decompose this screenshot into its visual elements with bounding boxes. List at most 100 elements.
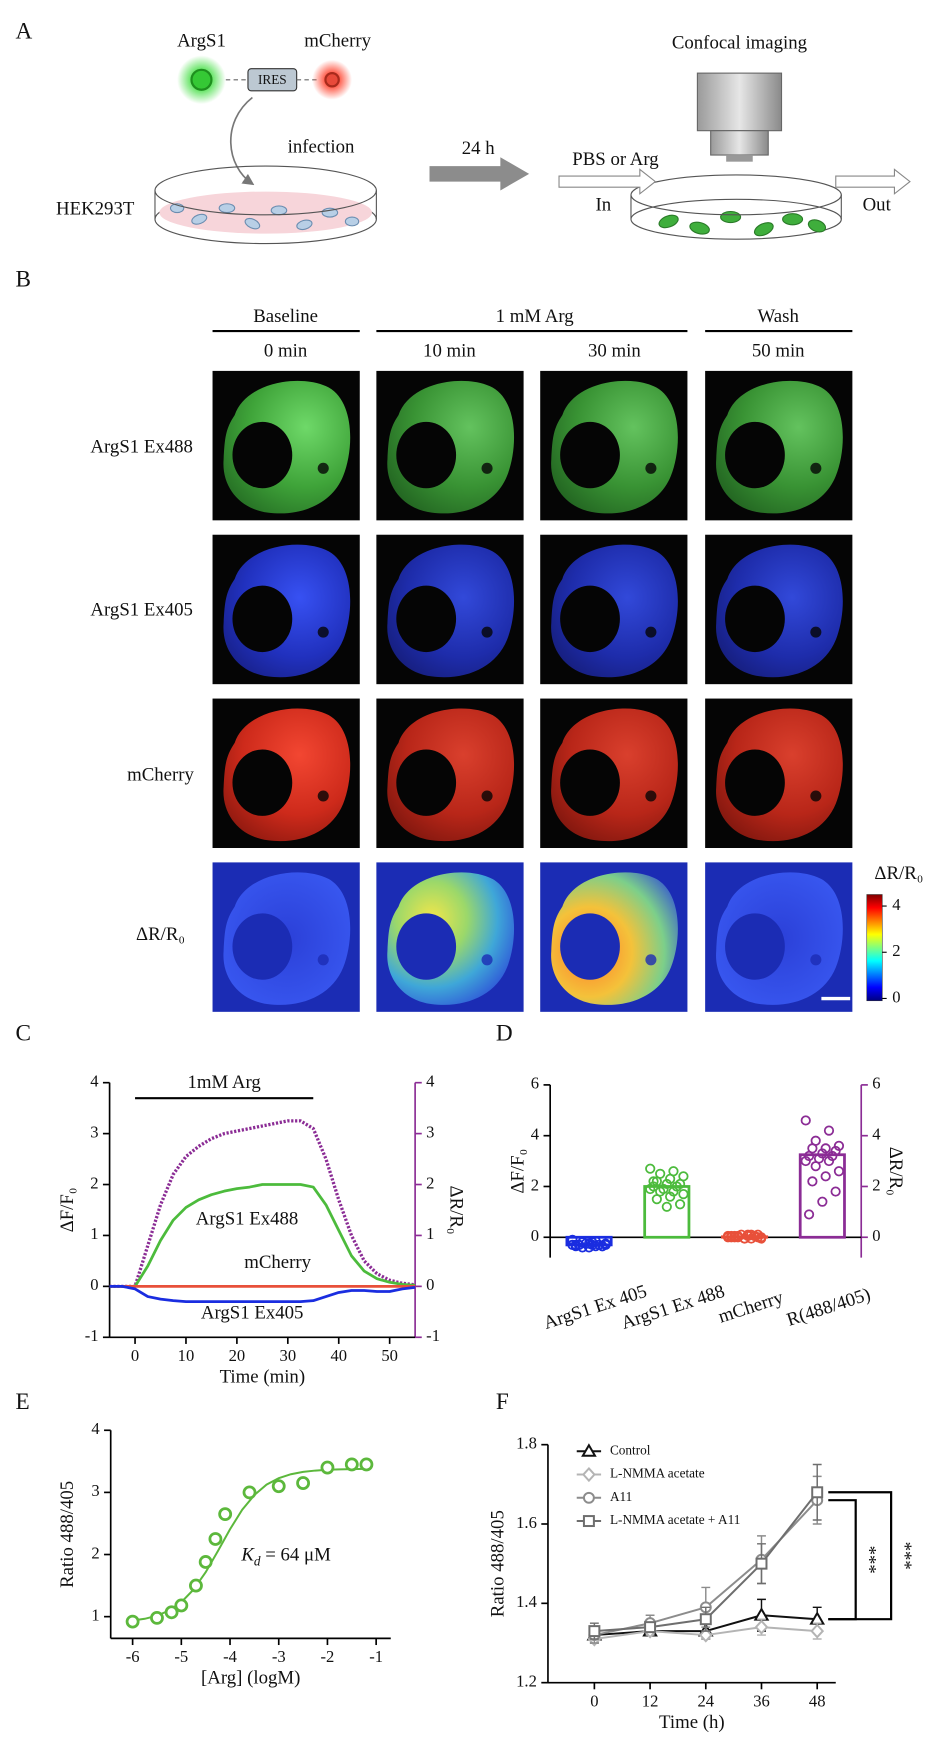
data-point xyxy=(732,1230,744,1242)
x-tick-label: -5 xyxy=(174,1647,188,1666)
micrograph xyxy=(705,698,853,849)
marker xyxy=(588,1625,601,1638)
vacuole xyxy=(481,790,493,802)
annotation: Kd = 64 μM xyxy=(240,1545,331,1568)
marker xyxy=(811,1486,824,1499)
data-point xyxy=(164,1605,179,1620)
treatment-label: PBS or Arg xyxy=(572,149,659,170)
data-point xyxy=(570,1239,581,1250)
data-point xyxy=(150,1610,164,1625)
y2-axis-label: ΔR/R₀ xyxy=(446,1186,467,1235)
vacuole xyxy=(645,626,657,638)
panel-letter: C xyxy=(15,1020,30,1046)
data-point xyxy=(810,1161,821,1172)
micrograph xyxy=(540,534,688,685)
y-tick-label: 4 xyxy=(531,1125,540,1144)
y-axis-label: ΔF/F₀ xyxy=(507,1149,528,1194)
data-point xyxy=(739,1233,750,1244)
nucleus-hole xyxy=(560,913,620,980)
x-tick-label: 12 xyxy=(642,1691,659,1710)
vacuole xyxy=(810,626,822,638)
group-title: 1 mM Arg xyxy=(496,306,575,327)
marker xyxy=(810,1623,825,1639)
time-label: 30 min xyxy=(588,340,641,361)
nucleus-hole xyxy=(725,749,785,816)
data-point xyxy=(344,1457,359,1472)
y2-tick-label: 2 xyxy=(426,1173,434,1192)
legend-marker xyxy=(582,1491,595,1504)
row-label: ΔR/R₀ xyxy=(136,924,185,945)
data-point xyxy=(242,1485,257,1500)
y-tick-label: 1.6 xyxy=(516,1513,537,1532)
data-point xyxy=(208,1532,223,1546)
y2-tick-label: 0 xyxy=(872,1226,880,1245)
row-label: ArgS1 Ex488 xyxy=(90,437,193,458)
vacuole xyxy=(810,462,822,474)
group-title: Wash xyxy=(758,306,800,327)
data-point xyxy=(800,1115,811,1126)
legend-label: Control xyxy=(610,1442,651,1457)
vacuole xyxy=(645,462,657,474)
marker xyxy=(753,1607,770,1621)
duration-label: 24 h xyxy=(462,138,495,159)
legend-label: A11 xyxy=(610,1489,632,1504)
y2-tick-label: 3 xyxy=(426,1122,434,1141)
colorbar-tick-label: 2 xyxy=(892,941,900,960)
data-point xyxy=(756,1232,767,1243)
micrograph xyxy=(705,862,853,1012)
y-tick-label: 1.4 xyxy=(516,1592,537,1611)
y-tick-label: 4 xyxy=(90,1071,99,1090)
series-line xyxy=(109,1284,416,1304)
marker xyxy=(698,1627,713,1643)
y-tick-label: 2 xyxy=(91,1543,99,1562)
data-point xyxy=(726,1230,737,1242)
vacuole xyxy=(317,790,329,802)
outlet-label: Out xyxy=(863,194,892,215)
microscope-lens xyxy=(726,155,753,162)
data-point xyxy=(198,1555,213,1569)
x-tick-label: 20 xyxy=(229,1346,246,1365)
data-point xyxy=(645,1163,656,1174)
x-tick-label: 40 xyxy=(330,1346,347,1365)
data-point xyxy=(567,1239,578,1250)
micrograph xyxy=(212,534,360,685)
legend-label: L-NMMA acetate + A11 xyxy=(610,1512,740,1527)
panel-letter: A xyxy=(15,19,32,45)
legend-label: L-NMMA acetate xyxy=(610,1466,705,1481)
vacuole xyxy=(645,790,657,802)
data-point xyxy=(752,1232,763,1243)
row-label: mCherry xyxy=(127,764,194,785)
x-tick-label: -6 xyxy=(126,1647,140,1666)
x-axis-label: Time (min) xyxy=(220,1367,305,1388)
inlet-label: In xyxy=(595,194,611,215)
data-point xyxy=(803,1209,815,1220)
micrograph xyxy=(212,698,360,849)
nucleus-hole xyxy=(396,749,457,816)
data-point xyxy=(648,1176,659,1187)
colorbar-title: ΔR/R₀ xyxy=(874,863,923,884)
y-tick-label: 1 xyxy=(91,1605,99,1624)
y2-tick-label: 0 xyxy=(426,1275,434,1294)
micrograph xyxy=(540,370,688,521)
x-tick-label: mCherry xyxy=(716,1287,787,1328)
y-tick-label: 1.2 xyxy=(516,1671,537,1690)
infection-arrow xyxy=(230,96,255,186)
annotation: 1mM Arg xyxy=(188,1072,262,1093)
row-label: ArgS1 Ex405 xyxy=(90,599,193,620)
y2-tick-label: 4 xyxy=(426,1071,435,1090)
x-tick-label: -3 xyxy=(272,1647,286,1666)
significance-bracket xyxy=(828,1491,893,1621)
medium xyxy=(159,191,372,234)
significance-label: *** xyxy=(894,1542,915,1570)
x-tick-label: -2 xyxy=(321,1647,335,1666)
time-label: 0 min xyxy=(264,340,308,361)
y2-tick-label: 1 xyxy=(426,1224,434,1243)
colorbar xyxy=(866,894,883,1002)
y-tick-label: 0 xyxy=(90,1275,98,1294)
sensor-icon xyxy=(190,68,213,91)
micrograph xyxy=(540,698,688,849)
y2-tick-label: -1 xyxy=(426,1326,440,1345)
microscope-objective xyxy=(710,130,769,156)
